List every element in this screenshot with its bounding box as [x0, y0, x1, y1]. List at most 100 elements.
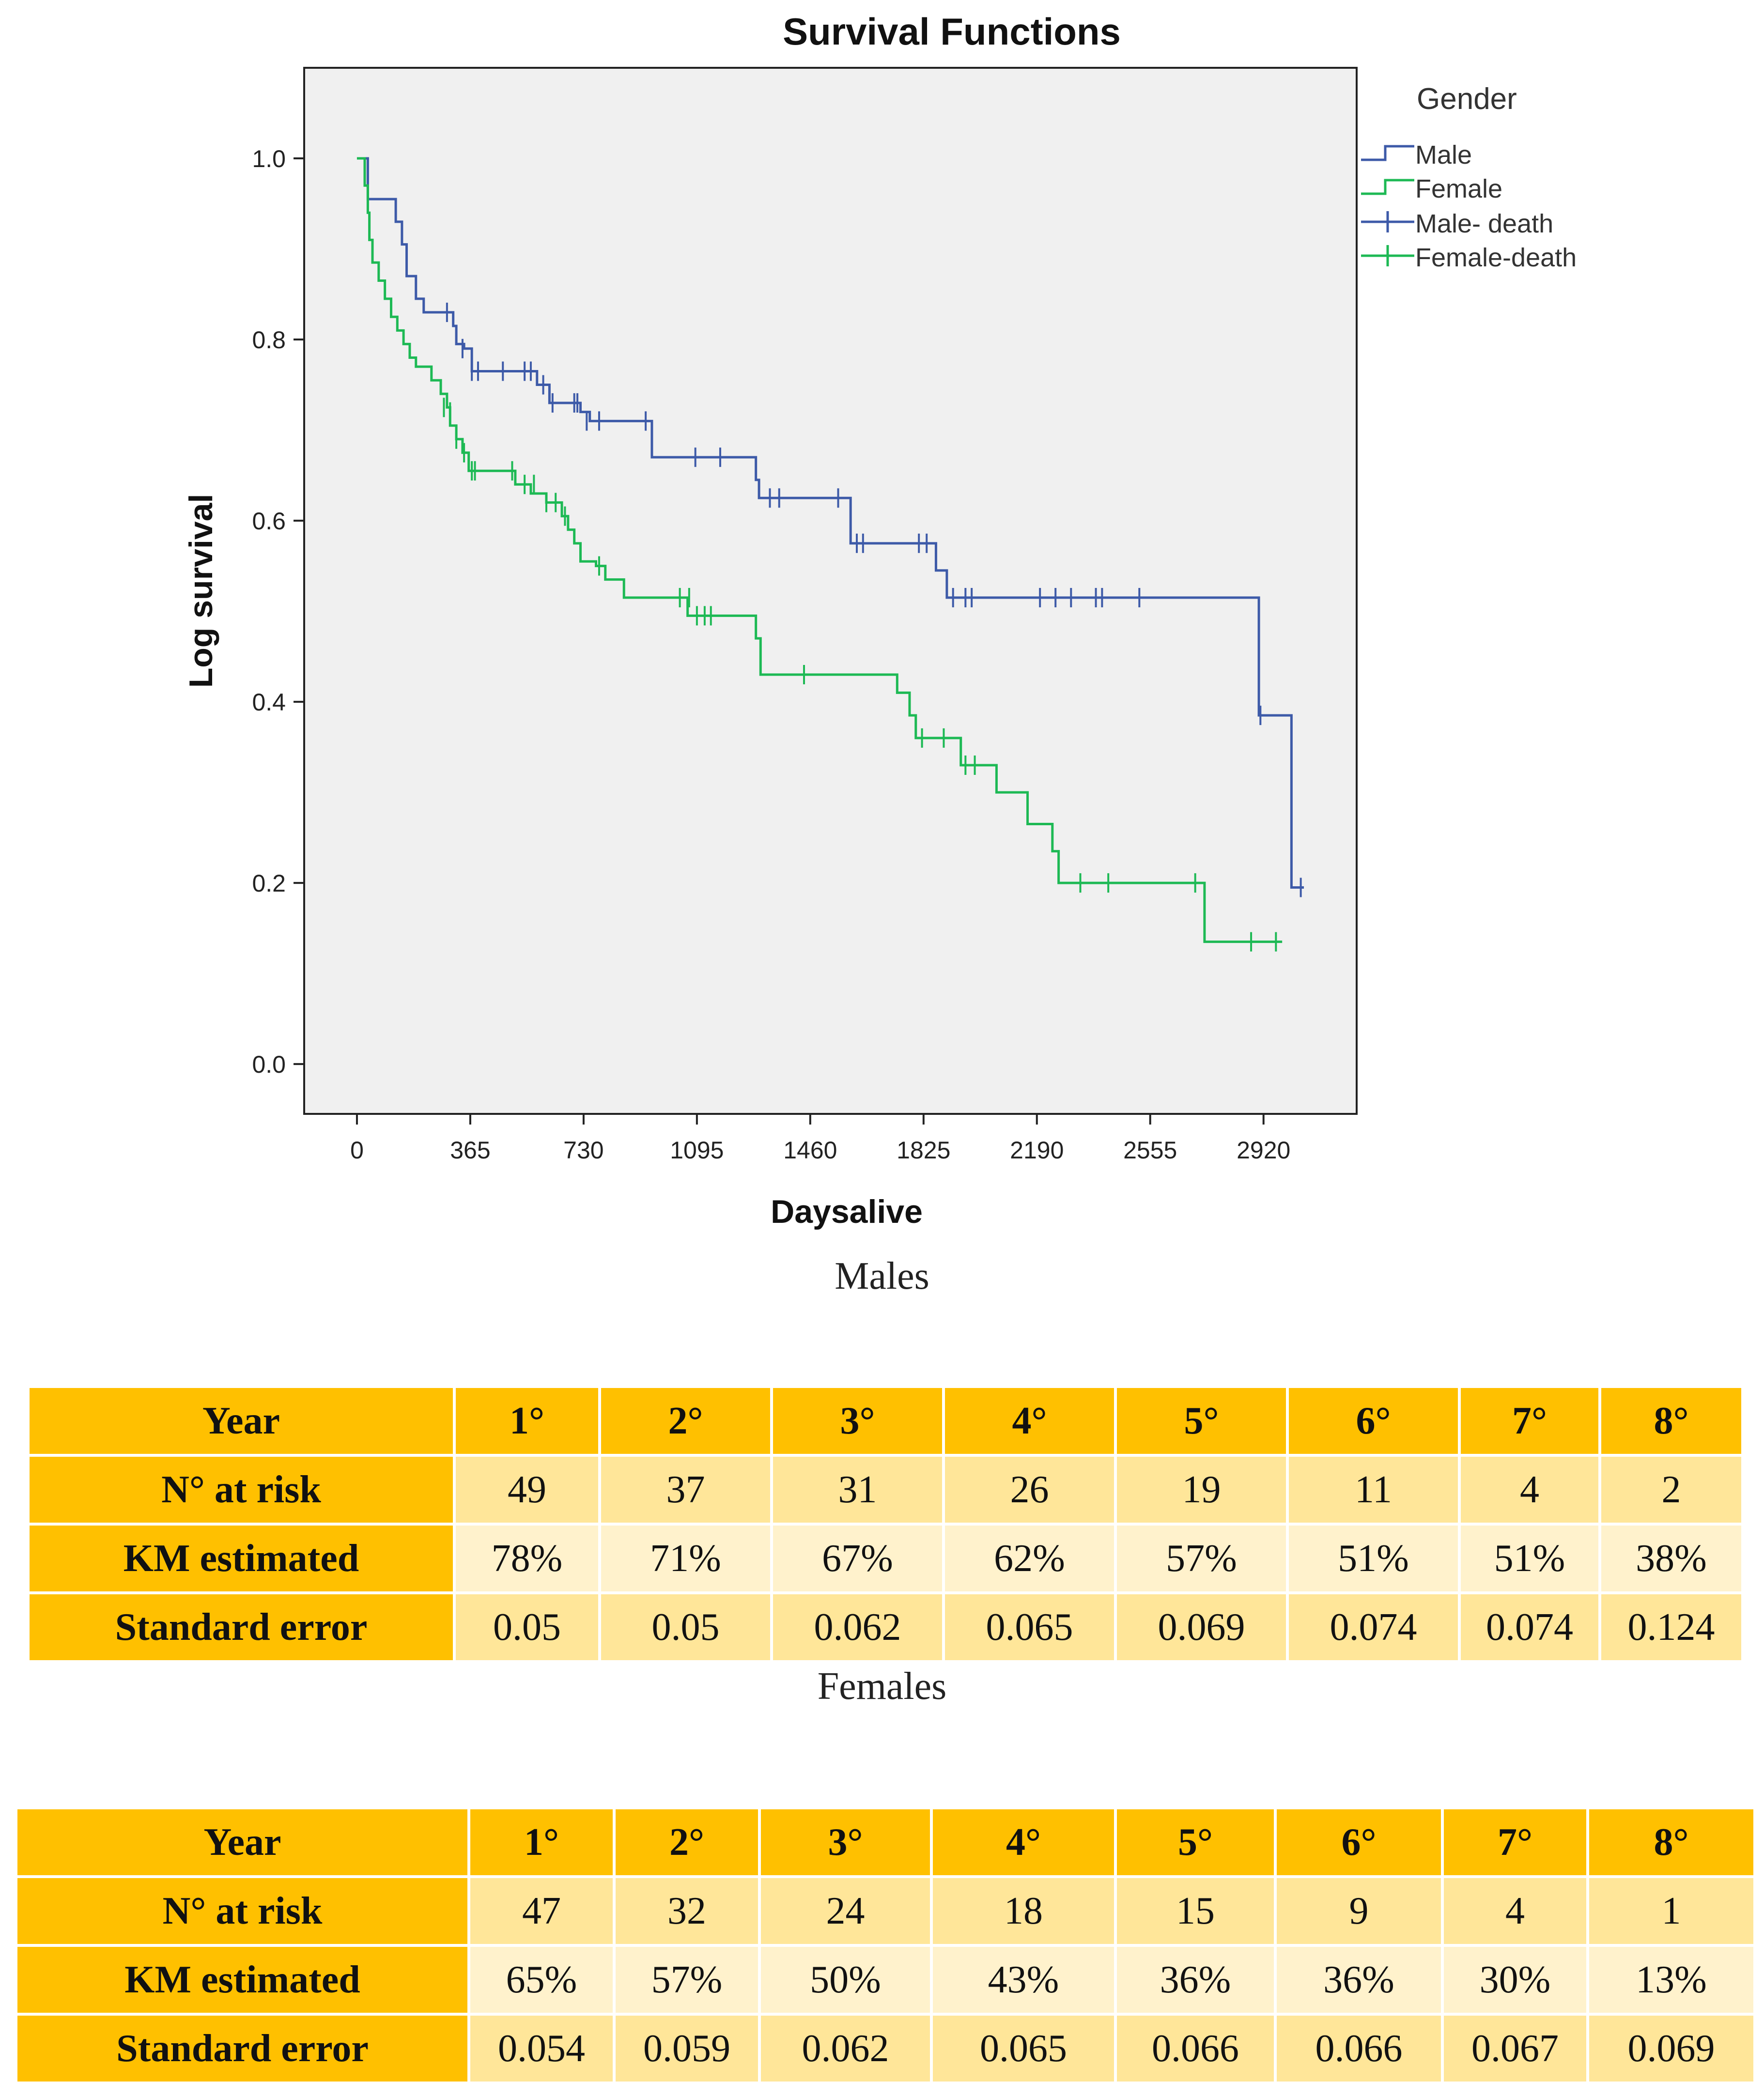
table-cell: 18 [930, 1875, 1117, 1947]
x-tick-label: 2920 [1237, 1137, 1290, 1164]
legend-female-death-marker-icon [1361, 245, 1414, 266]
table-cell: 47 [467, 1875, 616, 1947]
table-cell: 0.069 [1114, 1591, 1289, 1663]
table-cell: 0.066 [1274, 2013, 1444, 2084]
table-cell: 13% [1586, 1944, 1756, 2016]
table-row-label: KM estimated [15, 1944, 470, 2016]
table-cell: 36% [1274, 1944, 1444, 2016]
table-cell: 0.074 [1286, 1591, 1461, 1663]
series-female-line [356, 157, 1283, 943]
table-header-cell: 4° [930, 1806, 1117, 1878]
table-cell: 0.124 [1598, 1591, 1744, 1663]
plot-area [303, 67, 1358, 1115]
y-tick-label: 0.6 [252, 508, 286, 535]
legend-label-male-death: Male- death [1415, 209, 1553, 238]
legend-male-death-marker-icon [1361, 211, 1414, 232]
table-cell: 62% [942, 1523, 1117, 1594]
table-header-cell: Year [15, 1806, 470, 1878]
table-header-cell: 6° [1286, 1385, 1461, 1457]
table-cell: 19 [1114, 1454, 1289, 1526]
table-header-cell: 3° [758, 1806, 933, 1878]
table-cell: 30% [1441, 1944, 1589, 2016]
table-cell: 0.065 [942, 1591, 1117, 1663]
series-female [356, 157, 1283, 952]
table-row-label: KM estimated [27, 1523, 456, 1594]
y-tick-label: 0.2 [252, 870, 286, 897]
table-cell: 1 [1586, 1875, 1756, 1947]
table-cell: 31 [770, 1454, 945, 1526]
table-cell: 26 [942, 1454, 1117, 1526]
legend-item-female-death: Female-death [1361, 243, 1577, 272]
x-tick-label: 1460 [783, 1137, 837, 1164]
table-cell: 57% [1114, 1523, 1289, 1594]
females-km-table: Year 1° 2° 3° 4° 5° 6° 7° 8° N° at risk 47 32 24 18 15… [15, 1806, 1756, 2084]
table-cell: 0.05 [453, 1591, 601, 1663]
table-cell: 36% [1114, 1944, 1277, 2016]
table-cell: 0.065 [930, 2013, 1117, 2084]
table-header-cell: 6° [1274, 1806, 1444, 1878]
x-axis-label: Daysalive [771, 1193, 923, 1230]
table-header-cell: 1° [453, 1385, 601, 1457]
table-header-cell: 8° [1598, 1385, 1744, 1457]
y-axis-label: Log survival [183, 494, 219, 688]
table-row-label: Standard error [27, 1591, 456, 1663]
table-row-label: N° at risk [27, 1454, 456, 1526]
table-header-cell: 1° [467, 1806, 616, 1878]
table-header-cell: 7° [1441, 1806, 1589, 1878]
table-header-cell: 2° [598, 1385, 773, 1457]
table-cell: 0.069 [1586, 2013, 1756, 2084]
table-cell: 0.066 [1114, 2013, 1277, 2084]
y-tick-label: 0.0 [252, 1051, 286, 1078]
y-tick-label: 0.8 [252, 326, 286, 354]
legend-item-male-death: Male- death [1361, 209, 1553, 238]
table-cell: 50% [758, 1944, 933, 2016]
legend-female-line-icon [1361, 179, 1414, 195]
table-header-cell: 5° [1114, 1806, 1277, 1878]
series-male [356, 157, 1304, 897]
legend-label-female-death: Female-death [1415, 243, 1577, 272]
legend: Gender Male Female Male- death Female-de… [1361, 82, 1577, 272]
y-tick-label: 0.4 [252, 689, 286, 716]
males-caption: Males [835, 1255, 929, 1297]
legend-title: Gender [1417, 82, 1517, 116]
table-cell: 4 [1458, 1454, 1601, 1526]
x-tick-label: 365 [450, 1137, 490, 1164]
table-cell: 67% [770, 1523, 945, 1594]
table-cell: 43% [930, 1944, 1117, 2016]
table-header-cell: 2° [613, 1806, 761, 1878]
table-row-label: N° at risk [15, 1875, 470, 1947]
series-male-line [356, 157, 1304, 889]
x-tick-label: 2190 [1010, 1137, 1064, 1164]
table-row: N° at risk 49 37 31 26 19 11 4 2 [27, 1454, 1744, 1526]
table-header-cell: 7° [1458, 1385, 1601, 1457]
table-cell: 24 [758, 1875, 933, 1947]
legend-item-female: Female [1361, 174, 1502, 203]
table-header-cell: 5° [1114, 1385, 1289, 1457]
chart-title: Survival Functions [783, 10, 1121, 53]
table-cell: 51% [1286, 1523, 1461, 1594]
table-cell: 0.067 [1441, 2013, 1589, 2084]
table-header-cell: Year [27, 1385, 456, 1457]
table-cell: 2 [1598, 1454, 1744, 1526]
table-cell: 0.062 [770, 1591, 945, 1663]
legend-item-male: Male [1361, 140, 1472, 170]
table-cell: 37 [598, 1454, 773, 1526]
males-km-table: Year 1° 2° 3° 4° 5° 6° 7° 8° N° at risk 49 37 31 26 19… [27, 1385, 1744, 1663]
legend-label-male: Male [1415, 140, 1472, 170]
females-caption: Females [817, 1665, 947, 1708]
table-header-cell: 3° [770, 1385, 945, 1457]
table-cell: 15 [1114, 1875, 1277, 1947]
table-cell: 32 [613, 1875, 761, 1947]
table-cell: 0.05 [598, 1591, 773, 1663]
table-row: N° at risk 47 32 24 18 15 9 4 1 [15, 1875, 1756, 1947]
survival-chart: Survival Functions 0.0 0.2 0.4 0.6 0.8 1.0 0 36… [183, 10, 1577, 1230]
table-cell: 38% [1598, 1523, 1744, 1594]
table-header-cell: 4° [942, 1385, 1117, 1457]
table-cell: 57% [613, 1944, 761, 2016]
table-cell: 0.074 [1458, 1591, 1601, 1663]
legend-male-line-icon [1361, 145, 1414, 161]
table-cell: 9 [1274, 1875, 1444, 1947]
table-cell: 51% [1458, 1523, 1601, 1594]
table-cell: 0.062 [758, 2013, 933, 2084]
table-row-label: Standard error [15, 2013, 470, 2084]
